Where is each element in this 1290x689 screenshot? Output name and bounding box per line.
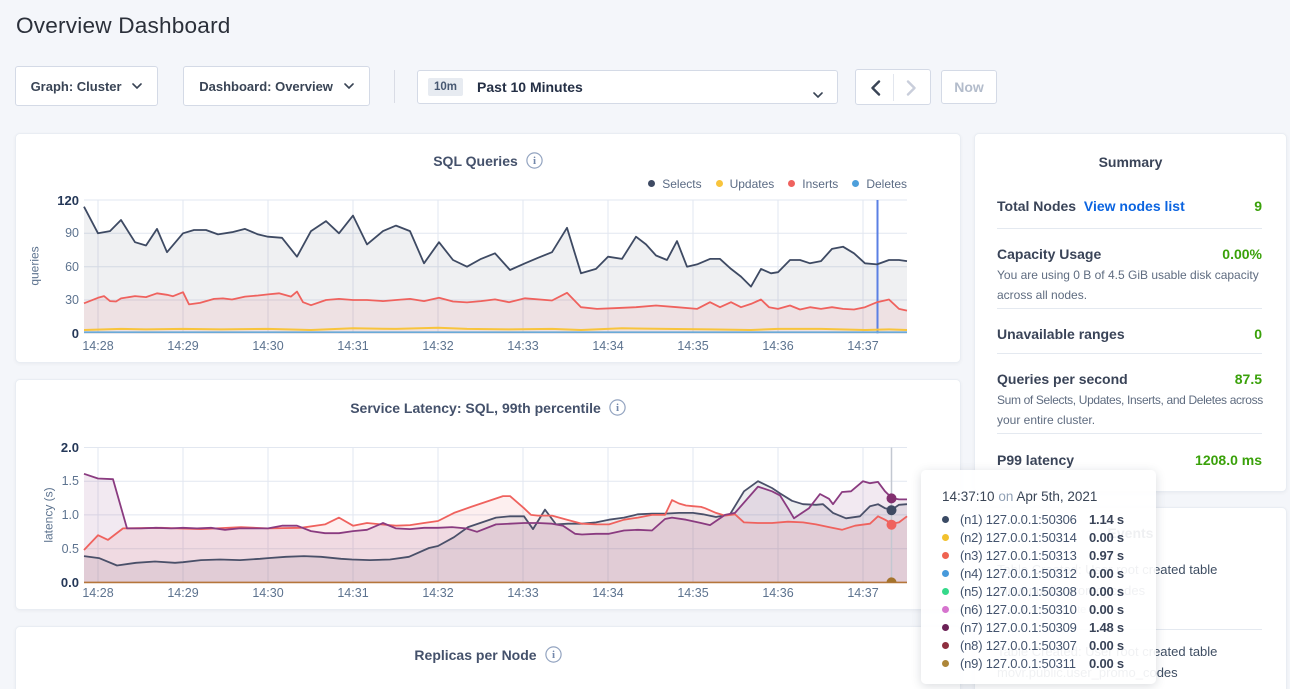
svg-text:i: i: [533, 155, 536, 167]
svg-text:i: i: [616, 402, 619, 414]
svg-text:i: i: [552, 649, 555, 661]
